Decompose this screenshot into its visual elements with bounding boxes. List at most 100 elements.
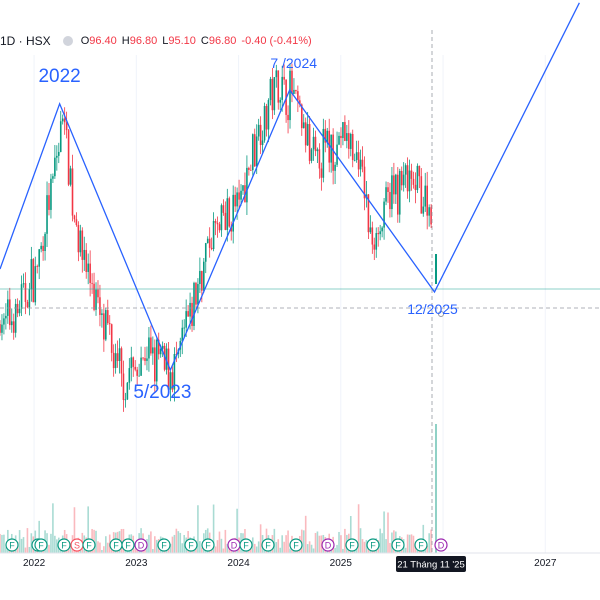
volume-bar <box>300 529 303 553</box>
event-marker-financial[interactable]: F <box>57 538 71 552</box>
event-marker-label: D <box>138 541 145 551</box>
volume-bar <box>257 541 260 553</box>
candle-body <box>110 324 113 353</box>
candle-body <box>26 301 29 308</box>
event-marker-label: F <box>61 541 67 551</box>
wave-annotation[interactable]: 2022 5/2023 7 /2024 12/2025 <box>0 2 580 403</box>
event-marker-financial[interactable]: F <box>391 538 405 552</box>
candle-body <box>95 289 97 310</box>
event-marker-financial[interactable]: F <box>289 538 303 552</box>
candle-body <box>54 157 56 177</box>
event-marker-financial[interactable]: F <box>34 538 48 552</box>
candle-body <box>0 324 1 333</box>
candle-body <box>16 303 19 314</box>
volume-bar <box>304 515 307 553</box>
candle-body <box>181 327 184 342</box>
candle-body <box>87 263 89 272</box>
event-marker-dividend[interactable]: D <box>227 538 241 552</box>
volume-bar <box>222 548 225 553</box>
candle-body <box>163 345 166 370</box>
event-marker-financial[interactable]: F <box>366 538 380 552</box>
candle-body <box>322 128 325 178</box>
event-marker-financial[interactable]: F <box>414 538 428 552</box>
volume-bar <box>287 530 289 553</box>
event-marker-circle <box>201 538 215 552</box>
event-marker-circle <box>391 538 405 552</box>
candle-body <box>293 89 295 94</box>
event-marker-dividend[interactable]: D <box>321 538 335 552</box>
close-label: C <box>200 35 209 47</box>
event-markers[interactable]: FFFFSFFFDFFFDFFFDFFFFD <box>5 538 448 552</box>
candle-body <box>428 207 430 216</box>
candle-body <box>130 357 133 369</box>
event-marker-financial[interactable]: F <box>5 538 19 552</box>
event-marker-label: D <box>231 541 238 551</box>
candle-body <box>383 201 385 228</box>
candle-body <box>89 263 91 283</box>
candle-body <box>8 299 11 326</box>
volume-bar <box>167 547 170 553</box>
volume-bar <box>228 548 231 553</box>
candle-body <box>10 321 13 326</box>
volume-bar <box>320 535 323 553</box>
candle-body <box>232 194 234 232</box>
event-marker-financial[interactable]: F <box>82 538 96 552</box>
symbol-interval[interactable]: 1D · HSX <box>0 34 51 48</box>
candle-body <box>183 327 186 329</box>
candle-body <box>57 151 60 156</box>
event-marker-split[interactable]: S <box>70 538 84 552</box>
event-marker-financial[interactable]: F <box>109 538 123 552</box>
volume-bar <box>428 533 430 553</box>
volume-bar <box>359 528 362 553</box>
event-marker-financial[interactable]: F <box>201 538 215 552</box>
event-marker-dividend[interactable]: D <box>434 538 448 552</box>
volume-bar <box>56 539 58 553</box>
event-marker-financial[interactable]: F <box>345 538 359 552</box>
candle-body <box>59 121 62 152</box>
event-marker-label: F <box>113 541 119 551</box>
candle-body <box>248 167 250 170</box>
volume-bar <box>410 534 413 553</box>
chart-header: 1D · HSX O 96.40 H 96.80 L 95.10 C 96.80… <box>0 31 317 51</box>
volume-bar <box>275 542 278 553</box>
candle-body <box>318 149 321 169</box>
candle-body <box>22 283 25 285</box>
x-tick-label: 2027 <box>534 558 557 569</box>
candle-body <box>277 70 280 103</box>
event-marker-financial[interactable]: F <box>261 538 275 552</box>
event-marker-label: F <box>38 541 44 551</box>
candle-body <box>424 185 427 207</box>
candle-body <box>173 354 176 390</box>
volume-bar <box>152 549 154 553</box>
high-label: H <box>121 35 130 47</box>
volume-bar <box>236 508 238 553</box>
event-marker-financial[interactable]: F <box>184 538 198 552</box>
candle-body <box>379 231 381 235</box>
event-marker-financial[interactable]: F <box>239 538 253 552</box>
candle-body <box>226 198 229 230</box>
change-value: -0.40 (-0.41%) <box>241 35 312 47</box>
candle-body <box>136 369 138 376</box>
candle-body <box>218 224 221 231</box>
event-marker-financial[interactable]: F <box>121 538 135 552</box>
candle-body <box>138 375 140 377</box>
candle-body <box>20 284 23 309</box>
candle-body <box>75 219 78 226</box>
volume-bar <box>199 541 201 553</box>
candle-body <box>402 174 405 186</box>
candle-body <box>351 133 354 160</box>
candle-body <box>114 353 117 369</box>
candle-body <box>346 133 348 141</box>
candle-body <box>212 220 215 250</box>
volume-bar <box>52 503 54 553</box>
event-marker-label: F <box>370 541 376 551</box>
volume-bar <box>226 543 229 553</box>
candle-body <box>263 105 266 141</box>
event-marker-label: F <box>293 541 299 551</box>
event-marker-financial[interactable]: F <box>157 538 171 552</box>
candle-body <box>361 159 364 167</box>
event-marker-dividend[interactable]: D <box>134 538 148 552</box>
candle-body <box>396 174 399 215</box>
volume-bar <box>28 546 31 553</box>
